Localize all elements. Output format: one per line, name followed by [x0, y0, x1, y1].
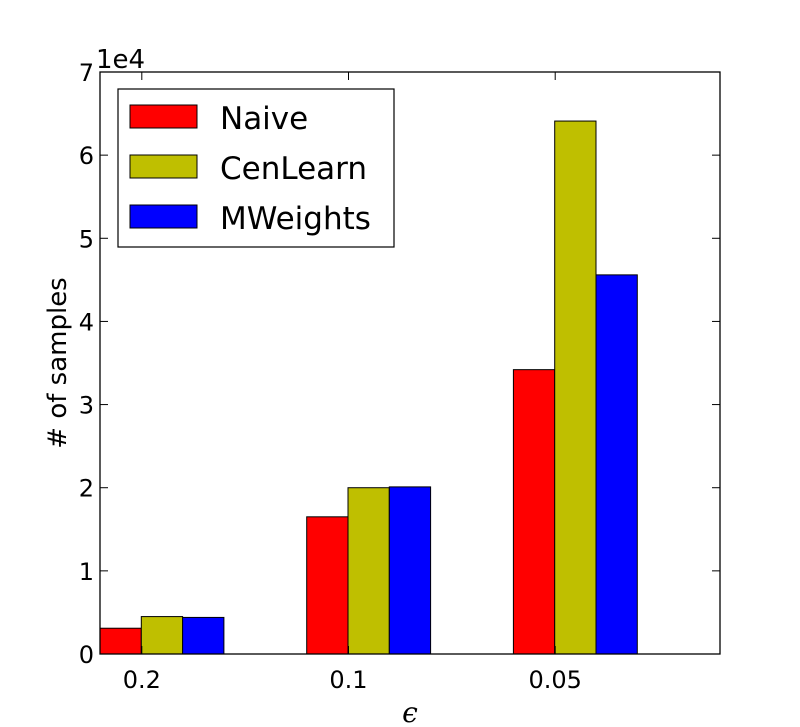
y-axis-label: # of samples	[43, 277, 73, 448]
y-tick-label: 1	[79, 558, 94, 586]
legend-swatch-cenlearn	[129, 154, 198, 179]
bar-naive-0.2	[99, 627, 142, 655]
legend-swatch-mweights	[129, 204, 198, 229]
bar-mweights-0.2	[182, 616, 225, 655]
bar-cenlearn-0.2	[140, 616, 184, 655]
y-tick-label: 6	[79, 142, 94, 170]
y-tick-label: 5	[79, 225, 94, 253]
y-ticks-group: 0 1 2 3 4 5 6 7	[79, 59, 720, 669]
legend-label-mweights: MWeights	[220, 201, 371, 237]
x-tick-label: 0.05	[528, 666, 581, 694]
x-tick-label: 0.1	[329, 666, 367, 694]
bar-mweights-0.1	[388, 486, 432, 655]
x-tick-label: 0.2	[123, 666, 161, 694]
y-tick-label: 3	[79, 392, 94, 420]
bar-mweights-0.05	[595, 274, 638, 655]
legend-label-naive: Naive	[220, 101, 308, 137]
y-tick-label: 0	[79, 641, 94, 669]
y-tick-label: 2	[79, 475, 94, 503]
legend-label-cenlearn: CenLearn	[220, 151, 367, 187]
bar-naive-0.1	[306, 516, 349, 655]
y-axis-multiplier: 1e4	[96, 45, 145, 75]
legend-swatch-naive	[129, 104, 198, 129]
x-axis-label: ϵ	[402, 696, 418, 727]
bar-naive-0.05	[512, 369, 556, 655]
y-tick-label: 7	[79, 59, 94, 87]
bars-group	[99, 120, 638, 655]
bar-cenlearn-0.05	[554, 120, 597, 655]
x-ticks-group: 0.2 0.1 0.05	[123, 72, 582, 694]
bar-cenlearn-0.1	[347, 487, 390, 655]
plot-frame	[99, 71, 721, 655]
legend: Naive CenLearn MWeights	[117, 88, 395, 248]
y-tick-label: 4	[79, 308, 94, 336]
